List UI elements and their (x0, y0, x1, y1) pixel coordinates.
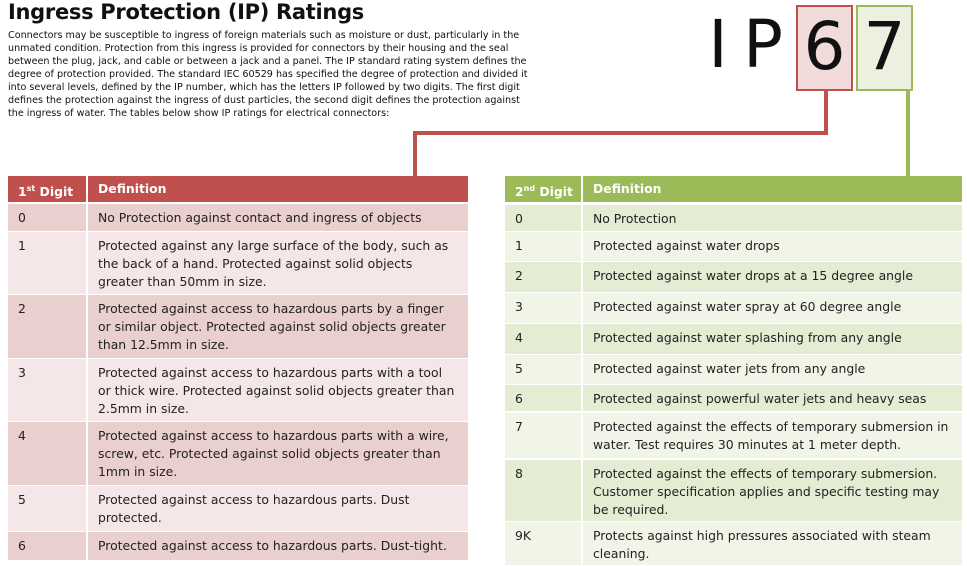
header-number: 1 (18, 184, 27, 200)
digit-header: 2nd Digit (505, 176, 583, 202)
table-row (8, 204, 468, 231)
definition-cell: Protected against the effects of tempora… (593, 466, 940, 517)
title: Ingress Protection (IP) Ratings (8, 0, 365, 24)
intro: Connectors may be susceptible to ingress… (8, 30, 528, 119)
digit-cell: 2 (505, 262, 583, 292)
digit-cell: 6 (8, 532, 88, 560)
digit-cell: 4 (505, 324, 583, 354)
digit-cell: 1 (505, 232, 583, 261)
definition-cell: Protected against access to hazardous pa… (98, 365, 455, 416)
digit-cell: 3 (505, 293, 583, 323)
code-letter: P (743, 6, 783, 83)
digit-cell: 1 (8, 232, 88, 294)
table-row (8, 295, 468, 358)
digit-cell: 9K (505, 522, 583, 565)
definition-cell: Protected against access to hazardous pa… (98, 301, 446, 352)
digit-cell: 5 (505, 355, 583, 384)
definition-header: Definition (593, 181, 662, 196)
digit-cell: 8 (505, 460, 583, 521)
digit-cell: 5 (8, 486, 88, 531)
definition-header: Definition (98, 181, 167, 196)
digit-cell: 0 (505, 205, 583, 231)
definition-cell: Protected against water jets from any an… (593, 361, 866, 376)
definition-cell: Protected against access to hazardous pa… (98, 538, 447, 553)
digit-cell: 6 (505, 385, 583, 411)
table-row (8, 232, 468, 294)
code-letter: I (708, 6, 728, 83)
definition-cell: Protected against water spray at 60 degr… (593, 299, 902, 314)
header-number: 2 (515, 184, 524, 200)
header-label: Digit (539, 184, 573, 200)
definition-cell: No Protection (593, 211, 677, 226)
table-header (8, 176, 468, 202)
table-row (8, 486, 468, 531)
digit-cell: 2 (8, 295, 88, 358)
first-digit: 6 (796, 5, 853, 91)
header-label: Digit (39, 184, 74, 200)
definition-cell: Protected against access to hazardous pa… (98, 492, 410, 525)
definition-cell: Protected against water splashing from a… (593, 330, 902, 345)
digit-cell: 7 (505, 413, 583, 458)
second-digit: 7 (856, 5, 913, 91)
digit-cell: 0 (8, 204, 88, 231)
definition-cell: Protected against powerful water jets an… (593, 391, 927, 406)
table-row (8, 422, 468, 485)
digit-cell: 3 (8, 359, 88, 421)
table-row (8, 359, 468, 421)
definition-cell: Protected against access to hazardous pa… (98, 428, 449, 479)
digit-header: 1st Digit (8, 176, 88, 202)
definition-cell: Protected against water drops (593, 238, 780, 253)
definition-cell: No Protection against contact and ingres… (98, 210, 422, 225)
header-suffix: st (26, 184, 36, 193)
table-row (8, 532, 468, 560)
definition-cell: Protected against the effects of tempora… (593, 419, 949, 452)
definition-cell: Protected against any large surface of t… (98, 238, 449, 289)
red-connector (413, 91, 828, 176)
definition-cell: Protected against water drops at a 15 de… (593, 268, 913, 283)
digit-cell: 4 (8, 422, 88, 485)
header-suffix: nd (523, 184, 536, 193)
definition-cell: Protects against high pressures associat… (593, 528, 931, 561)
